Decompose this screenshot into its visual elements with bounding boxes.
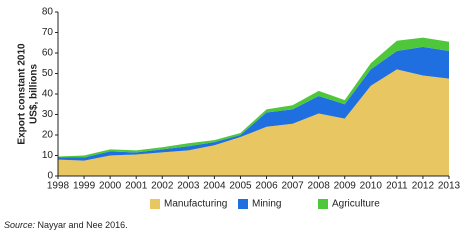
legend-label: Mining [252,199,281,210]
y-tick-label: 50 [42,68,54,79]
x-tick-label: 2008 [308,181,331,192]
x-tick-label: 2003 [177,181,200,192]
legend-swatch [150,199,160,209]
x-tick-label: 2010 [360,181,383,192]
y-tick-label: 60 [42,48,54,59]
x-tick-label: 2007 [281,181,304,192]
source-note: Source: Nayyar and Nee 2016. [4,220,128,230]
x-tick-label: 2005 [229,181,252,192]
source-label: Source: [4,220,36,230]
x-tick-label: 2004 [203,181,226,192]
x-tick-label: 2009 [334,181,357,192]
legend-label: Agriculture [332,199,380,210]
y-tick-label: 30 [42,109,54,120]
x-tick-label: 2013 [438,181,461,192]
y-tick-label: 20 [42,130,54,141]
legend: Manufacturing Mining Agriculture [150,199,380,210]
x-tick-label: 2011 [386,181,408,192]
legend-swatch [318,199,328,209]
x-tick-label: 2002 [151,181,174,192]
y-tick-label: 0 [47,171,53,182]
area [58,69,449,176]
legend-label: Manufacturing [164,199,227,210]
y-tick-label: 70 [42,27,54,38]
x-tick-label: 2006 [255,181,278,192]
y-tick-label: 40 [42,89,54,100]
y-tick-label: 10 [42,150,54,161]
x-tick-label: 1999 [73,181,96,192]
legend-swatch [238,199,248,209]
y-axis-label: Export constant 2010 [17,43,28,145]
x-tick-label: 2001 [125,181,148,192]
x-tick-label: 2012 [412,181,435,192]
x-tick-label: 2000 [99,181,122,192]
y-axis-label: US$, billions [29,64,40,124]
x-tick-label: 1998 [47,181,70,192]
area [58,46,449,161]
source-text: Nayyar and Nee 2016. [38,220,128,230]
y-tick-label: 80 [42,7,54,18]
